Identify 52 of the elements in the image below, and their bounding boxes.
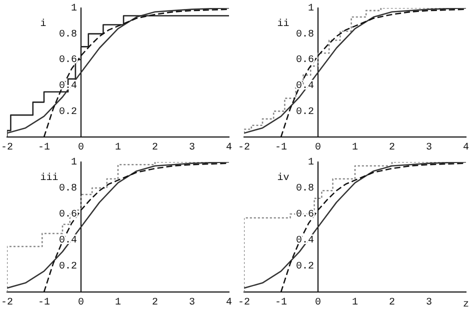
- y-tick-label: 1: [308, 4, 314, 15]
- y-tick-label: 0.6: [296, 210, 314, 221]
- text: i: [40, 18, 46, 30]
- line-series: [280, 8, 466, 137]
- y-tick-label: 0.6: [58, 55, 77, 66]
- x-tick-label: 0: [78, 298, 84, 309]
- y-tick-label: 0.6: [296, 55, 314, 66]
- x-tick-label: 3: [426, 298, 432, 309]
- y-tick-label: 0.8: [58, 29, 77, 40]
- x-tick-label: 1: [114, 142, 122, 154]
- x-tick-label: 0: [314, 142, 322, 154]
- x-tick-label: 1: [352, 142, 358, 154]
- x-tick-label: 2: [388, 142, 396, 154]
- x-tick-label: -2: [0, 298, 14, 309]
- x-tick-label: 4: [226, 142, 232, 154]
- y-tick-label: 0.6: [58, 210, 77, 221]
- x-tick-label: 3: [188, 298, 196, 309]
- x-tick-label: 1: [352, 298, 358, 309]
- y-tick-label: 0.2: [58, 262, 77, 273]
- x-tick-label: 0: [78, 142, 84, 154]
- x-axis-title: z: [462, 300, 470, 309]
- y-tick-label: 0.2: [58, 106, 77, 118]
- x-tick-label: -1: [38, 298, 50, 309]
- y-tick-label: 0.2: [296, 262, 314, 273]
- x-tick-label: 2: [152, 298, 158, 309]
- x-tick-label: 4: [462, 142, 470, 154]
- line-series: [43, 8, 229, 137]
- line-series: [280, 162, 466, 292]
- x-tick-label: -2: [238, 142, 250, 154]
- text: ii: [277, 18, 290, 30]
- y-tick-label: 1: [308, 158, 314, 169]
- x-tick-label: -2: [238, 298, 250, 309]
- x-tick-label: 1: [114, 298, 122, 309]
- text: iii: [40, 172, 58, 184]
- y-tick-label: 1: [70, 4, 77, 15]
- x-tick-label: -1: [38, 142, 50, 154]
- x-tick-label: 2: [152, 142, 158, 154]
- y-tick-label: 0.2: [296, 106, 314, 118]
- y-tick-label: 0.8: [296, 184, 314, 195]
- line-series: [43, 162, 229, 292]
- x-tick-label: -1: [274, 142, 288, 154]
- x-tick-label: 3: [426, 142, 432, 154]
- x-tick-label: 4: [226, 298, 232, 309]
- x-tick-label: 0: [314, 298, 322, 309]
- y-tick-label: 1: [70, 158, 77, 169]
- y-tick-label: 0.8: [58, 184, 77, 195]
- x-tick-label: -1: [274, 298, 288, 309]
- x-tick-label: 2: [388, 298, 396, 309]
- y-tick-label: 0.8: [296, 29, 314, 40]
- text: iv: [277, 172, 290, 184]
- x-tick-label: 3: [188, 142, 196, 154]
- x-tick-label: -2: [0, 142, 14, 154]
